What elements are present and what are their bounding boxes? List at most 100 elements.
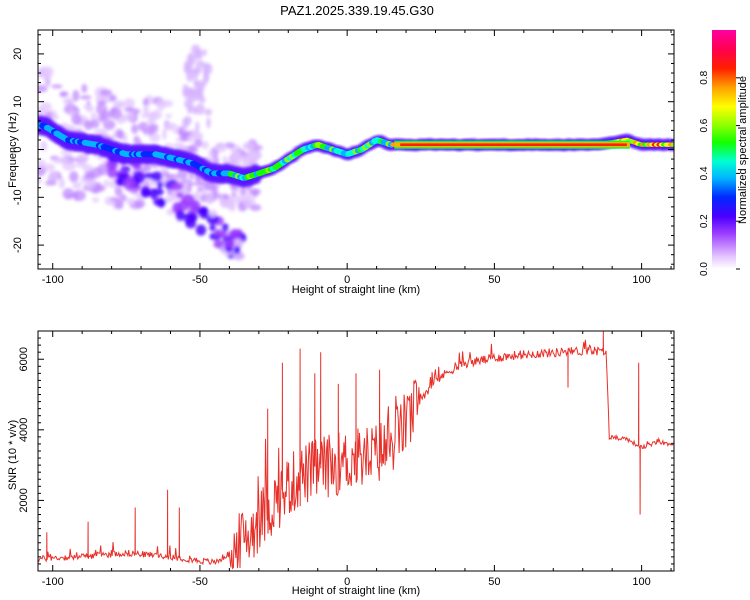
y-tick-label: 6000 [18, 347, 30, 371]
branch-blob [185, 219, 197, 229]
noise-blob [97, 163, 110, 176]
snr-plot-area [38, 331, 674, 570]
branch-blob [198, 206, 208, 216]
noise-blob [243, 203, 250, 209]
noise-blob [103, 119, 116, 130]
noise-blob [71, 113, 82, 125]
noise-blob [205, 192, 215, 205]
x-tick-label: 50 [488, 576, 500, 588]
noise-blob [42, 163, 56, 172]
noise-blob [103, 179, 109, 188]
noise-blob [122, 132, 128, 144]
noise-blob [131, 124, 139, 134]
spectrogram-ylabel: Frequency (Hz) [7, 112, 19, 188]
ridge-band [394, 140, 630, 149]
noise-blob [62, 97, 75, 105]
branch-blob [214, 229, 223, 237]
noise-blob [114, 186, 123, 197]
branch-blob [176, 191, 183, 198]
x-tick-label: 0 [344, 274, 350, 286]
noise-blob [245, 151, 260, 156]
ridge-band-core [400, 143, 627, 147]
noise-blob [143, 163, 152, 172]
colorbar-gradient [712, 30, 736, 269]
noise-blob [202, 49, 207, 56]
noise-blob [99, 89, 113, 96]
snr-ylabel: SNR (10 * v/v) [7, 420, 19, 490]
noise-blob [192, 181, 205, 186]
noise-blob [110, 197, 120, 202]
noise-blob [129, 109, 135, 121]
noise-blob [203, 180, 216, 191]
branch-blob [228, 229, 242, 241]
colorbar-ticks: 0.0 0.2 0.4 0.6 0.8 [699, 70, 740, 276]
noise-blob [221, 198, 235, 209]
x-tick-label: -50 [192, 274, 208, 286]
noise-blob [188, 145, 198, 154]
y-tick-label: 2000 [18, 488, 30, 512]
colorbar: 0.0 0.2 0.4 0.6 0.8 Normalized spectral ampl… [699, 30, 749, 276]
noise-blob [224, 142, 236, 149]
colorbar-tick-label: 0.4 [699, 166, 710, 180]
branch-blob [116, 178, 124, 186]
colorbar-tick-label: 0.2 [699, 214, 710, 228]
noise-blob [193, 132, 204, 142]
noise-blob [166, 208, 174, 216]
colorbar-tick-label: 0.6 [699, 118, 710, 132]
noise-blob [72, 181, 82, 190]
branch-blob [122, 177, 136, 190]
noise-blob [123, 107, 135, 112]
noise-blob [114, 102, 124, 109]
noise-blob [185, 87, 194, 96]
branch-blob [233, 245, 241, 255]
noise-blob [92, 197, 100, 203]
noise-blob [93, 128, 108, 135]
colorbar-tick-label: 0.8 [699, 70, 710, 84]
noise-blob [79, 95, 92, 100]
spectrogram-xlabel: Height of straight line (km) [292, 284, 420, 296]
noise-blob [126, 197, 136, 206]
noise-blob [84, 178, 97, 190]
noise-blob [230, 151, 243, 161]
noise-blob [198, 79, 207, 88]
noise-blob [108, 107, 122, 120]
noise-blob [246, 185, 251, 191]
spectrogram-plot-area [38, 44, 674, 261]
noise-blob [40, 140, 48, 152]
noise-blob [79, 153, 89, 159]
noise-blob [44, 80, 49, 89]
noise-blob [161, 128, 167, 140]
y-tick-label: 10 [12, 96, 24, 108]
x-tick-label: 100 [632, 274, 650, 286]
noise-blob [195, 121, 200, 133]
noise-blob [38, 177, 42, 185]
noise-blob [178, 126, 185, 137]
noise-blob [185, 63, 192, 74]
branch-blob [180, 194, 195, 206]
colorbar-label: Normalized spectral amplitude [737, 76, 749, 224]
noise-blob [193, 138, 203, 148]
x-tick-label: 0 [344, 576, 350, 588]
noise-blob [191, 67, 200, 79]
branch-blob [209, 224, 216, 232]
noise-blob [59, 91, 67, 98]
noise-blob [69, 171, 79, 183]
noise-blob [183, 116, 192, 125]
noise-blob [242, 154, 248, 164]
noise-blob [206, 117, 211, 129]
noise-blob [147, 125, 155, 136]
branch-blob [116, 172, 130, 179]
noise-blob [193, 86, 203, 95]
noise-blob [195, 60, 205, 69]
snr-panel: -100 -50 0 50 100 2000 4000 6000 Height of stra… [7, 330, 675, 597]
noise-blob [81, 83, 88, 93]
noise-blob [123, 98, 135, 109]
y-tick-label: 20 [12, 48, 24, 60]
branch-blob [157, 199, 165, 208]
noise-blob [186, 134, 195, 143]
y-tick-label: 4000 [18, 418, 30, 442]
noise-blob [93, 185, 106, 192]
noise-blob [146, 119, 155, 125]
